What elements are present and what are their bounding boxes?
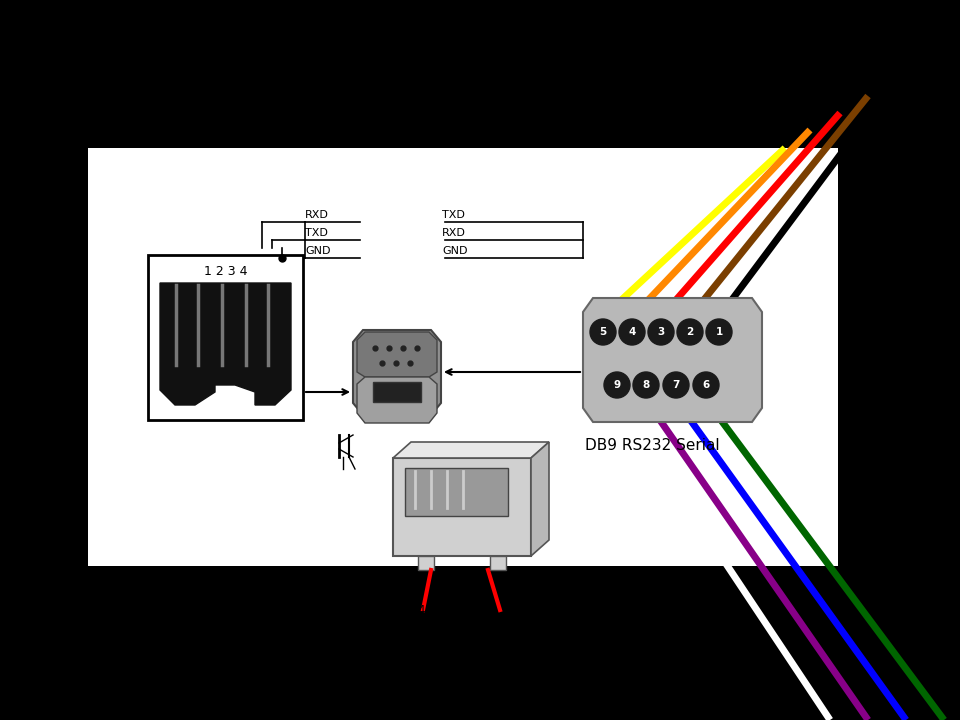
Text: 1: 1 xyxy=(504,604,512,617)
Text: 4: 4 xyxy=(418,604,424,617)
Text: 1 2 3 4: 1 2 3 4 xyxy=(204,264,248,277)
Bar xyxy=(373,382,421,402)
Circle shape xyxy=(619,319,645,345)
Text: 6: 6 xyxy=(703,380,709,390)
Text: GND: GND xyxy=(442,246,468,256)
Text: GND: GND xyxy=(305,246,330,256)
Circle shape xyxy=(648,319,674,345)
Circle shape xyxy=(663,372,689,398)
Circle shape xyxy=(706,319,732,345)
Circle shape xyxy=(633,372,659,398)
Polygon shape xyxy=(353,330,441,415)
Circle shape xyxy=(693,372,719,398)
Text: 5: 5 xyxy=(599,327,607,337)
Bar xyxy=(405,468,508,516)
Text: 3: 3 xyxy=(658,327,664,337)
Text: RXD: RXD xyxy=(442,228,466,238)
Text: DB9 RS232 Serial: DB9 RS232 Serial xyxy=(585,438,720,453)
Polygon shape xyxy=(393,442,549,458)
Polygon shape xyxy=(583,298,762,422)
Text: 2: 2 xyxy=(686,327,694,337)
Circle shape xyxy=(604,372,630,398)
Polygon shape xyxy=(160,283,291,405)
Bar xyxy=(88,148,838,566)
Text: TXD: TXD xyxy=(305,228,328,238)
Circle shape xyxy=(677,319,703,345)
Text: 7: 7 xyxy=(672,380,680,390)
Text: 4: 4 xyxy=(628,327,636,337)
Text: TXD: TXD xyxy=(442,210,465,220)
Polygon shape xyxy=(531,442,549,556)
Polygon shape xyxy=(357,377,437,423)
Bar xyxy=(418,556,434,570)
Text: RXD: RXD xyxy=(305,210,329,220)
Text: 9: 9 xyxy=(613,380,620,390)
Bar xyxy=(148,255,303,420)
Bar xyxy=(393,458,531,556)
Text: 8: 8 xyxy=(642,380,650,390)
Polygon shape xyxy=(357,332,437,377)
Circle shape xyxy=(590,319,616,345)
Bar xyxy=(490,556,506,570)
Text: 1: 1 xyxy=(715,327,723,337)
